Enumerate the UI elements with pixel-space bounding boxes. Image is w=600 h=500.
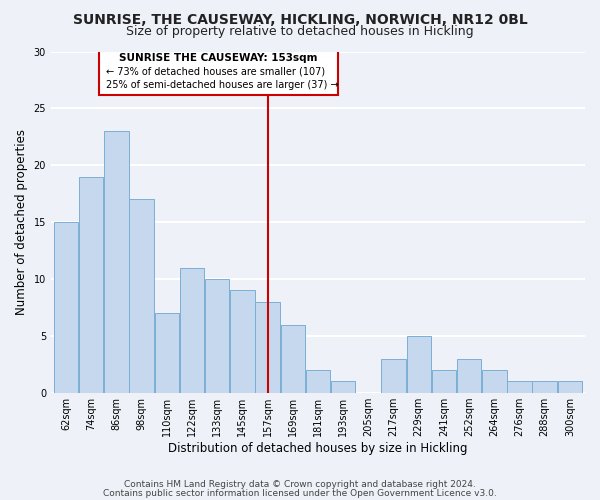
Bar <box>281 324 305 393</box>
Bar <box>306 370 330 393</box>
Text: ← 73% of detached houses are smaller (107): ← 73% of detached houses are smaller (10… <box>106 67 325 77</box>
Bar <box>79 176 103 393</box>
Text: Contains HM Land Registry data © Crown copyright and database right 2024.: Contains HM Land Registry data © Crown c… <box>124 480 476 489</box>
Bar <box>230 290 254 393</box>
Bar <box>205 279 229 393</box>
Bar <box>507 382 532 393</box>
Bar <box>482 370 506 393</box>
Bar <box>256 302 280 393</box>
Bar <box>457 358 481 393</box>
Bar <box>130 200 154 393</box>
Bar <box>331 382 355 393</box>
FancyBboxPatch shape <box>99 49 338 94</box>
Bar <box>557 382 582 393</box>
X-axis label: Distribution of detached houses by size in Hickling: Distribution of detached houses by size … <box>168 442 468 455</box>
Bar <box>532 382 557 393</box>
Text: Size of property relative to detached houses in Hickling: Size of property relative to detached ho… <box>126 25 474 38</box>
Bar <box>54 222 78 393</box>
Bar <box>180 268 204 393</box>
Bar <box>155 313 179 393</box>
Y-axis label: Number of detached properties: Number of detached properties <box>15 129 28 315</box>
Bar <box>432 370 456 393</box>
Text: 25% of semi-detached houses are larger (37) →: 25% of semi-detached houses are larger (… <box>106 80 339 90</box>
Bar <box>104 131 128 393</box>
Bar <box>382 358 406 393</box>
Text: SUNRISE, THE CAUSEWAY, HICKLING, NORWICH, NR12 0BL: SUNRISE, THE CAUSEWAY, HICKLING, NORWICH… <box>73 12 527 26</box>
Text: SUNRISE THE CAUSEWAY: 153sqm: SUNRISE THE CAUSEWAY: 153sqm <box>119 52 317 62</box>
Text: Contains public sector information licensed under the Open Government Licence v3: Contains public sector information licen… <box>103 489 497 498</box>
Bar <box>407 336 431 393</box>
